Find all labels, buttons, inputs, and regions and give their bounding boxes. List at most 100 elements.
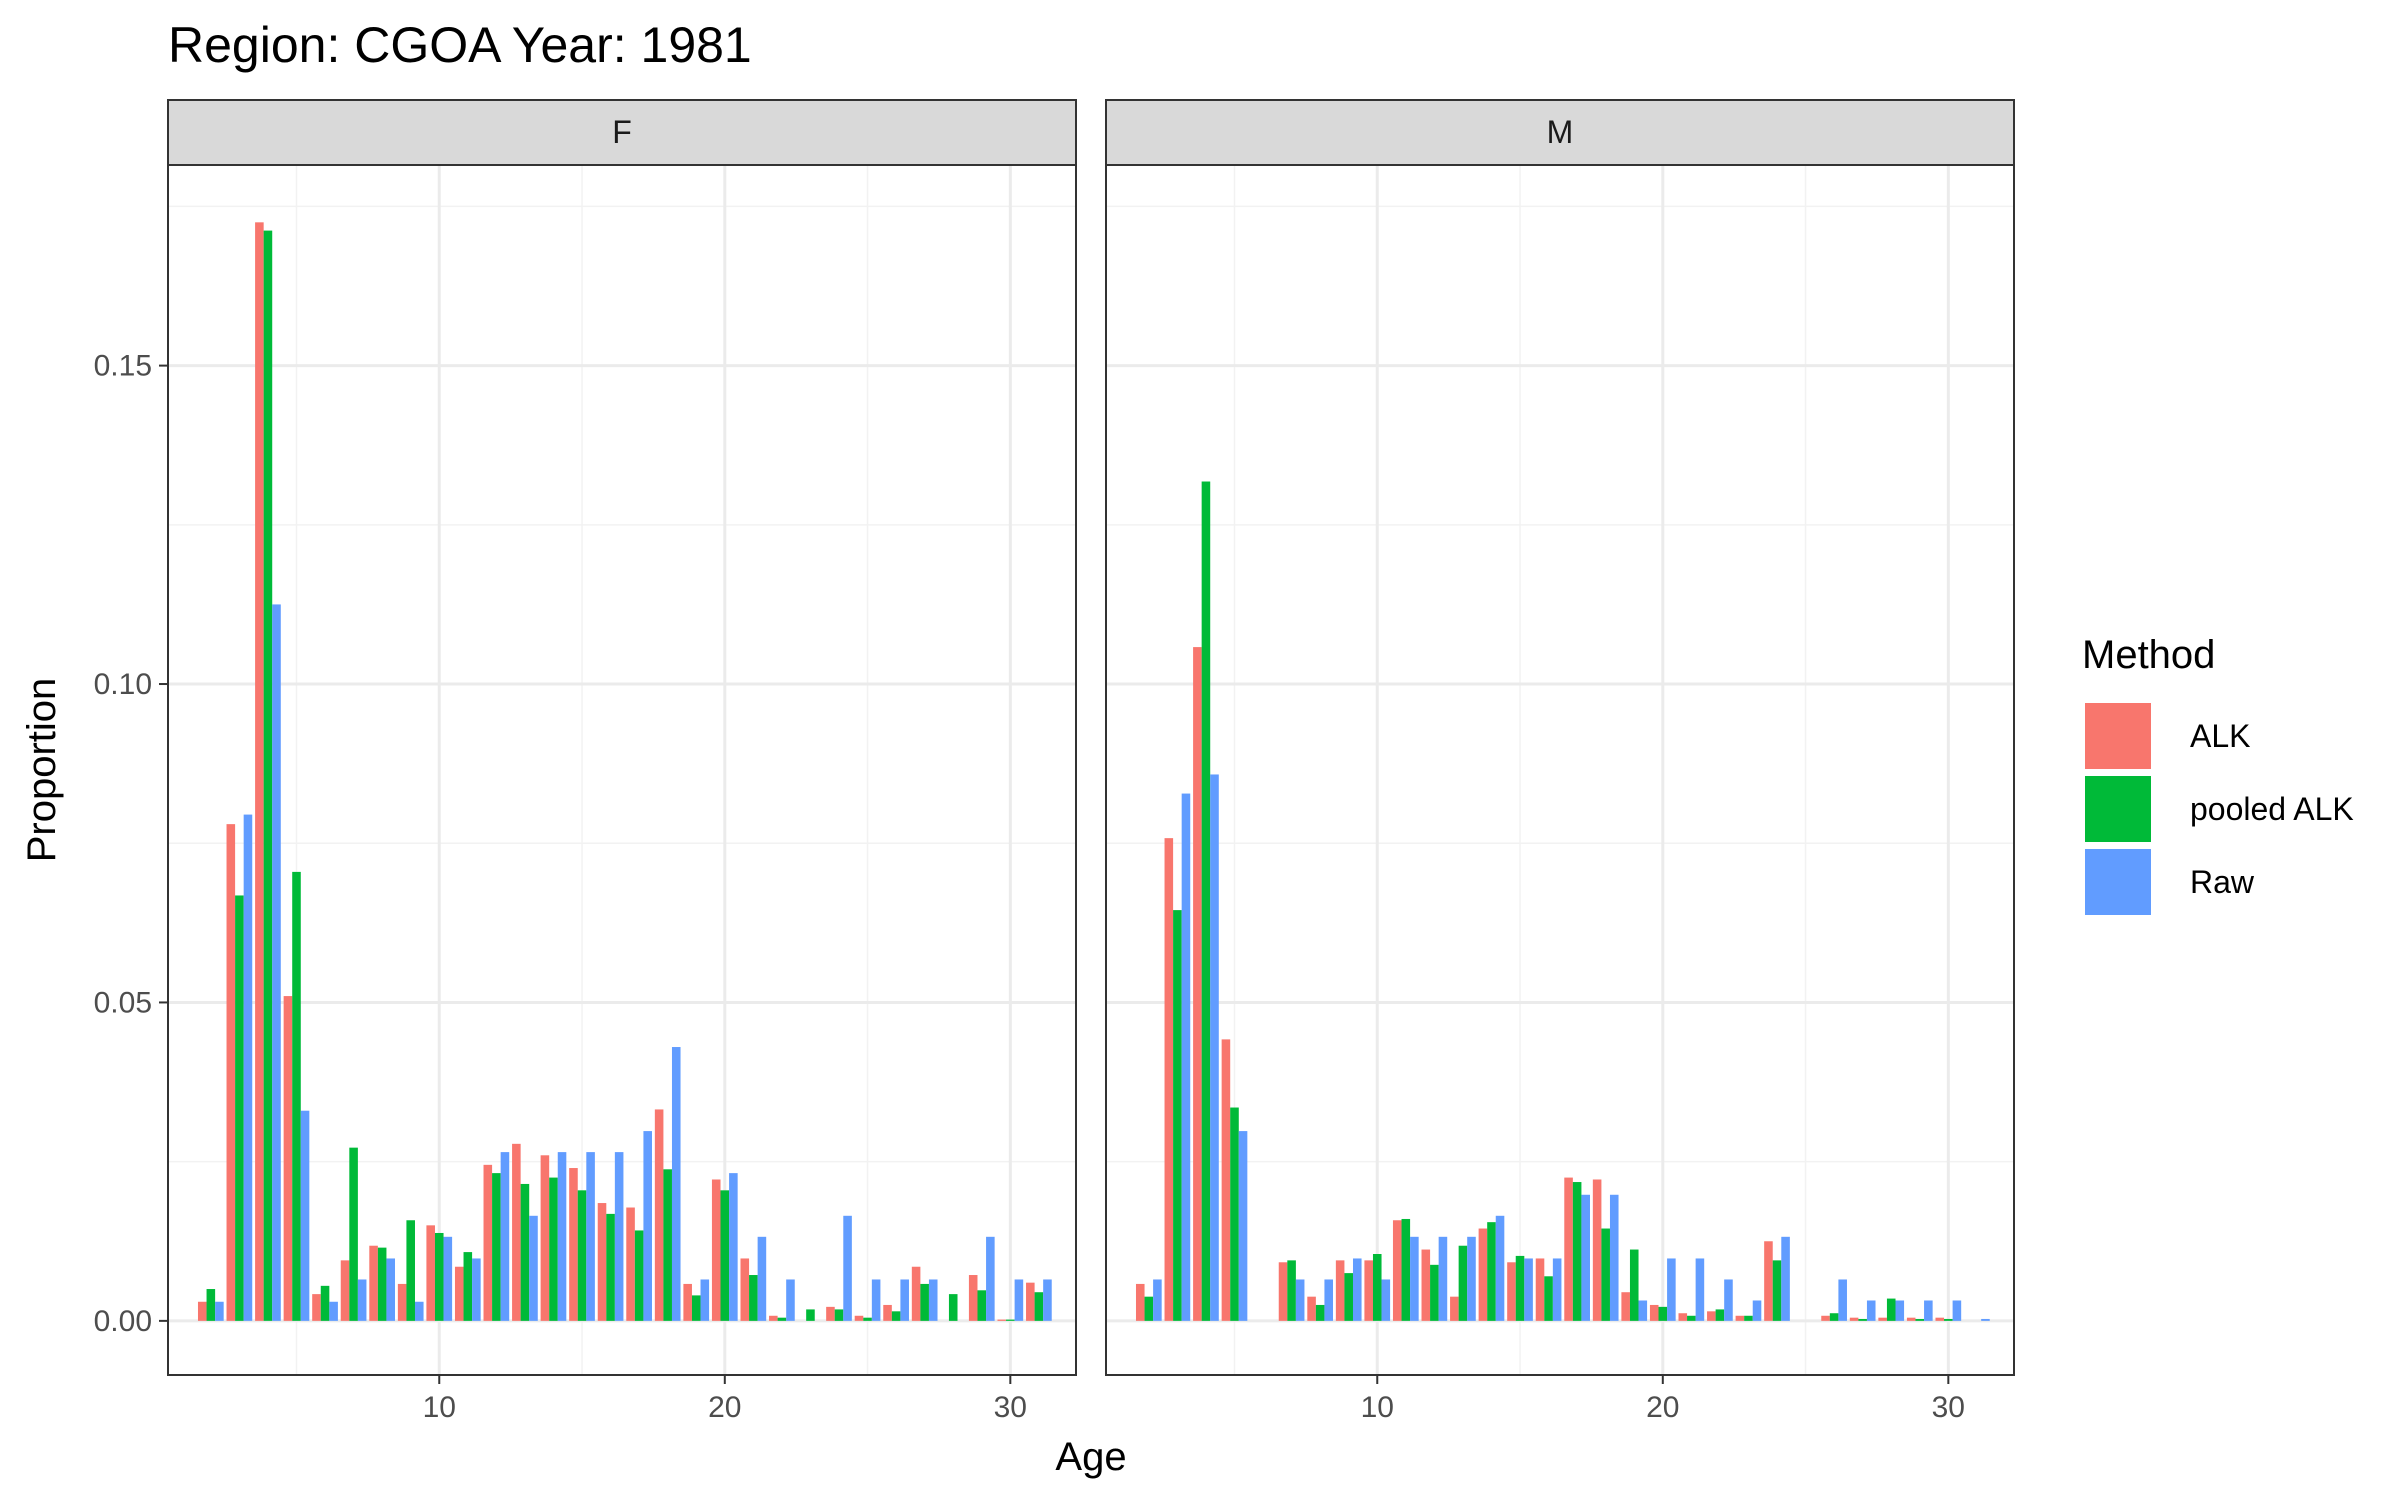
panel-f-bar-raw-age-4	[272, 604, 281, 1321]
panel-m-bar-pooled-alk-age-5	[1230, 1107, 1239, 1321]
panel-f-bar-alk-age-16	[597, 1203, 607, 1321]
panel-f-bar-raw-age-9	[414, 1301, 424, 1321]
panel-f-bar-alk-age-21	[740, 1258, 750, 1321]
panel-f-bar-raw-age-25	[871, 1279, 881, 1321]
panel-f-bar-raw-age-5	[300, 1110, 310, 1321]
panel-m-bar-raw-age-14	[1495, 1215, 1505, 1321]
panel-f-bar-raw-age-6	[329, 1301, 338, 1321]
panel-f-bar-alk-age-12	[483, 1164, 493, 1321]
panel-f: F 10 20 30	[167, 99, 1077, 1424]
panel-m-bar-raw-age-31	[1981, 1318, 1990, 1321]
panel-f-x-axis: 10 20 30	[423, 1375, 1027, 1424]
panel-f-bar-raw-age-12	[500, 1152, 510, 1321]
panel-f-bar-alk-age-30	[997, 1319, 1007, 1321]
panel-f-bar-pooled-alk-age-4	[263, 230, 273, 1321]
panel-f-bar-pooled-alk-age-30	[1006, 1319, 1015, 1321]
panel-m-bar-alk-age-7	[1278, 1262, 1288, 1321]
panel-m-bar-alk-age-23	[1735, 1315, 1745, 1321]
legend-label-alk: ALK	[2190, 718, 2250, 754]
panel-f-bar-alk-age-29	[968, 1275, 978, 1321]
panel-f-bar-pooled-alk-age-29	[977, 1290, 987, 1321]
panel-m-bar-pooled-alk-age-27	[1858, 1318, 1867, 1321]
panel-m-bar-pooled-alk-age-19	[1629, 1249, 1639, 1321]
panel-m-bar-alk-age-29	[1906, 1317, 1916, 1321]
panel-f-bar-pooled-alk-age-25	[863, 1317, 872, 1321]
panel-f-bar-raw-age-10	[443, 1236, 453, 1321]
panel-f-bar-pooled-alk-age-6	[320, 1285, 330, 1321]
panel-m-bar-alk-age-30	[1935, 1317, 1945, 1321]
panel-f-bar-pooled-alk-age-3	[235, 895, 244, 1321]
panel-m-bar-pooled-alk-age-20	[1658, 1306, 1668, 1321]
panel-m-bar-alk-age-8	[1307, 1296, 1316, 1321]
panel-m-bar-pooled-alk-age-10	[1372, 1254, 1382, 1321]
panel-f-bar-alk-age-26	[883, 1304, 892, 1321]
panel-f-bar-pooled-alk-age-18	[663, 1169, 672, 1321]
panel-f-bar-raw-age-22	[786, 1279, 795, 1321]
panel-f-strip-label: F	[612, 114, 632, 150]
panel-m-bar-raw-age-8	[1324, 1279, 1333, 1321]
panel-m-bar-pooled-alk-age-17	[1572, 1182, 1582, 1321]
panel-m-bar-pooled-alk-age-24	[1772, 1260, 1782, 1321]
y-tick-label: 0.10	[94, 668, 152, 701]
panel-f-bar-raw-age-19	[700, 1279, 710, 1321]
panel-m-bar-alk-age-19	[1621, 1292, 1630, 1321]
panel-f-bar-alk-age-9	[397, 1283, 407, 1321]
panel-f-bar-raw-age-20	[729, 1173, 738, 1321]
panel-m-bar-pooled-alk-age-23	[1744, 1315, 1753, 1321]
panel-f-bar-pooled-alk-age-22	[777, 1317, 787, 1321]
panel-f-bar-alk-age-18	[654, 1109, 664, 1321]
panel-m-bar-pooled-alk-age-3	[1173, 910, 1182, 1321]
panel-m-bar-alk-age-9	[1335, 1260, 1345, 1321]
panel-m-bar-pooled-alk-age-8	[1315, 1304, 1325, 1321]
panel-m-x-tick-label: 20	[1646, 1391, 1679, 1424]
panel-m-bar-pooled-alk-age-16	[1544, 1276, 1553, 1321]
panel-f-bar-alk-age-3	[226, 824, 236, 1321]
panel-f-bar-alk-age-11	[454, 1266, 464, 1321]
panel-m-bar-raw-age-26	[1838, 1279, 1847, 1321]
legend: Method ALK pooled ALK Raw	[2082, 633, 2354, 915]
panel-m-bar-raw-age-24	[1781, 1236, 1790, 1321]
panel-m-bar-alk-age-16	[1535, 1258, 1545, 1321]
panel-f-strip	[167, 99, 1077, 166]
panel-f-bar-pooled-alk-age-20	[720, 1190, 730, 1321]
panel-f-bar-pooled-alk-age-10	[434, 1232, 444, 1321]
panel-m-bar-raw-age-19	[1638, 1300, 1648, 1321]
panel-m-bar-pooled-alk-age-15	[1515, 1255, 1525, 1321]
panel-f-bar-pooled-alk-age-16	[606, 1213, 615, 1321]
panel-m-bar-pooled-alk-age-7	[1287, 1260, 1296, 1321]
panel-m-bar-pooled-alk-age-28	[1886, 1298, 1896, 1321]
panel-m-bar-raw-age-30	[1952, 1300, 1962, 1321]
panel-m-bar-pooled-alk-age-22	[1715, 1309, 1725, 1321]
panel-f-bar-pooled-alk-age-8	[377, 1247, 387, 1321]
panel-f-bar-raw-age-21	[757, 1236, 767, 1321]
panel-m-bar-alk-age-3	[1164, 838, 1174, 1321]
panel-f-bar-alk-age-4	[255, 222, 264, 1321]
panel-f-bar-alk-age-25	[854, 1315, 864, 1321]
panel-m-bar-raw-age-5	[1238, 1131, 1248, 1321]
panel-m-bar-raw-age-27	[1866, 1300, 1876, 1321]
panel-m-bar-pooled-alk-age-21	[1687, 1315, 1696, 1321]
panel-f-bar-raw-age-13	[529, 1215, 538, 1321]
panel-m-bar-alk-age-10	[1364, 1260, 1373, 1321]
panel-f-bar-raw-age-7	[357, 1279, 367, 1321]
panel-m-bar-raw-age-11	[1410, 1236, 1419, 1321]
panel-m-bar-alk-age-15	[1507, 1262, 1516, 1321]
panel-f-bar-raw-age-2	[215, 1301, 224, 1321]
panel-f-bar-alk-age-14	[540, 1155, 550, 1321]
panel-m-x-tick-label: 10	[1361, 1391, 1394, 1424]
panel-f-bar-raw-age-8	[386, 1258, 395, 1321]
panel-f-bar-raw-age-26	[900, 1279, 909, 1321]
legend-key-alk	[2085, 703, 2151, 769]
panel-m-bar-raw-age-23	[1752, 1300, 1762, 1321]
panel-m-x-tick-label: 30	[1932, 1391, 1965, 1424]
panel-m-strip-label: M	[1547, 114, 1574, 150]
panel-f-bar-raw-age-16	[614, 1152, 624, 1321]
panel-f-bar-pooled-alk-age-23	[806, 1309, 815, 1321]
panel-f-bar-raw-age-3	[243, 814, 253, 1321]
panel-f-bar-alk-age-20	[711, 1179, 721, 1321]
panel-f-bar-raw-age-11	[472, 1258, 481, 1321]
panel-m-strip	[1105, 99, 2015, 166]
panel-m-bar-raw-age-7	[1295, 1279, 1305, 1321]
panel-f-bar-pooled-alk-age-2	[206, 1289, 216, 1321]
